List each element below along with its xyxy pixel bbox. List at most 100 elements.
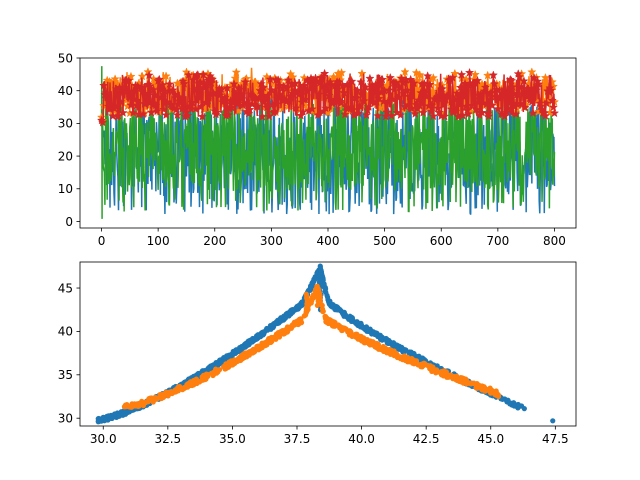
star-marker <box>403 100 414 109</box>
y-tick-label: 50 <box>58 51 73 65</box>
scatter-point <box>320 308 326 314</box>
scatter-point <box>303 291 310 297</box>
star-marker <box>472 75 483 85</box>
star-marker <box>351 93 361 103</box>
y-tick-label: 30 <box>58 411 73 425</box>
scatter-point <box>340 311 346 318</box>
star-marker <box>336 97 347 107</box>
x-tick-label: 200 <box>203 234 226 248</box>
star-marker <box>291 103 301 113</box>
star-marker <box>227 102 237 112</box>
scatter-point <box>505 397 511 403</box>
scatter-point <box>102 417 108 423</box>
star-marker <box>410 108 420 118</box>
scatter-point <box>330 302 336 308</box>
axes-frame <box>79 57 577 229</box>
star-marker <box>131 100 142 110</box>
scatter-point <box>384 339 391 345</box>
star-marker <box>245 104 255 114</box>
scatter-point <box>260 329 266 335</box>
star-marker <box>489 79 500 88</box>
scatter-point <box>359 338 365 344</box>
star-marker <box>212 107 222 117</box>
x-tick-label: 300 <box>260 234 283 248</box>
x-tick-label: 100 <box>147 234 170 248</box>
star-marker <box>527 96 537 106</box>
star-marker <box>428 73 438 82</box>
star-marker <box>519 76 529 86</box>
star-marker <box>470 69 480 79</box>
y-tick-label: 30 <box>58 117 73 131</box>
star-marker <box>266 85 277 94</box>
star-marker <box>487 100 497 110</box>
scatter-point <box>390 340 397 346</box>
star-marker <box>172 110 183 120</box>
star-marker <box>155 84 166 94</box>
scatter-point <box>272 320 279 326</box>
star-marker <box>541 98 552 108</box>
star-marker <box>317 73 328 83</box>
scatter-point <box>424 362 431 368</box>
star-marker <box>168 85 178 95</box>
scatter-point <box>273 333 279 339</box>
star-marker <box>547 95 557 105</box>
scatter-point <box>348 329 354 335</box>
star-marker <box>521 90 531 100</box>
scatter-point <box>142 399 148 405</box>
star-marker <box>207 74 218 84</box>
star-marker <box>421 91 432 101</box>
x-tick-label: 32.5 <box>154 432 181 446</box>
scatter-point <box>475 385 481 391</box>
star-marker <box>548 102 559 112</box>
star-marker <box>355 101 365 111</box>
star-marker <box>110 101 120 111</box>
plot-area <box>95 263 556 425</box>
series-blue-points <box>95 263 556 425</box>
star-marker <box>471 104 482 114</box>
y-tick-label: 45 <box>58 281 73 295</box>
star-marker <box>464 67 475 77</box>
star-marker <box>370 79 381 89</box>
scatter-point <box>464 381 470 387</box>
scatter-point <box>444 372 450 378</box>
scatter-point <box>370 340 376 346</box>
star-marker <box>352 85 363 95</box>
scatter-point <box>378 336 384 342</box>
star-marker <box>161 110 171 120</box>
scatter-point <box>116 413 122 419</box>
star-marker <box>198 69 209 79</box>
scatter-point <box>283 327 289 334</box>
star-marker <box>230 73 240 83</box>
star-marker <box>125 92 135 102</box>
star-marker <box>237 94 247 103</box>
star-marker <box>301 86 312 96</box>
scatter-point <box>516 403 522 409</box>
star-marker <box>458 110 468 120</box>
star-marker <box>357 68 367 78</box>
x-tick-label: 42.5 <box>413 432 440 446</box>
scatter-point <box>409 356 415 363</box>
scatter-point <box>179 387 186 393</box>
scatter-point <box>429 368 435 374</box>
star-marker <box>374 93 384 103</box>
star-marker <box>231 67 241 77</box>
star-marker <box>527 67 537 77</box>
star-marker <box>122 86 133 96</box>
star-marker <box>340 109 350 119</box>
star-marker <box>387 94 398 104</box>
star-marker <box>273 75 283 85</box>
x-tick-label: 500 <box>373 234 396 248</box>
star-marker <box>384 85 394 95</box>
scatter-point <box>550 418 556 424</box>
scatter-point <box>347 316 353 323</box>
star-marker <box>126 71 136 81</box>
star-marker <box>405 74 416 84</box>
star-marker <box>378 96 389 106</box>
scatter-point <box>360 325 366 331</box>
y-tick-label: 35 <box>58 368 73 382</box>
scatter-point <box>373 344 379 350</box>
scatter-point <box>399 345 405 351</box>
star-marker <box>510 101 520 111</box>
star-marker <box>353 108 364 118</box>
x-tick-label: 400 <box>317 234 340 248</box>
